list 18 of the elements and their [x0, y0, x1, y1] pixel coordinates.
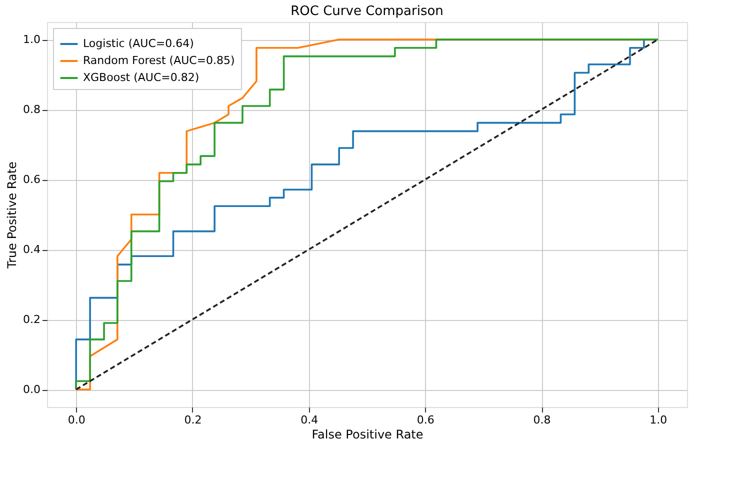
x-tick-label: 0.6 [416, 414, 434, 426]
legend-label: Random Forest (AUC=0.85) [83, 54, 235, 67]
x-tick-label: 0.0 [68, 414, 86, 426]
x-tick-label: 0.2 [184, 414, 202, 426]
y-tick-label: 0.0 [23, 383, 40, 396]
x-tick-label: 0.8 [533, 414, 551, 426]
x-axis-title: False Positive Rate [312, 428, 424, 442]
y-tick-label: 0.6 [23, 173, 40, 186]
x-tick-label: 0.4 [300, 414, 318, 426]
legend-label: XGBoost (AUC=0.82) [83, 71, 200, 84]
y-tick-label: 0.4 [23, 243, 40, 256]
y-axis-title: True Positive Rate [5, 162, 20, 270]
y-tick-label: 0.8 [23, 103, 40, 116]
y-tick-label: 0.2 [23, 313, 40, 326]
legend-label: Logistic (AUC=0.64) [83, 37, 194, 50]
chart-title: ROC Curve Comparison [290, 4, 444, 19]
y-tick-label: 1.0 [23, 33, 40, 46]
x-tick-label: 1.0 [650, 414, 668, 426]
